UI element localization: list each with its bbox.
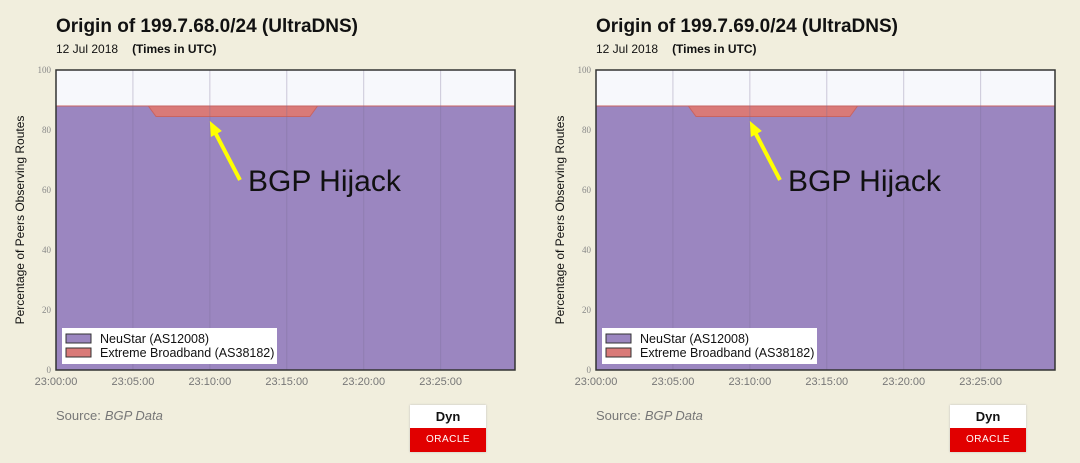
source-value: BGP Data [104,408,163,423]
y-tick-label: 20 [42,305,52,315]
area-series-1 [56,106,515,370]
x-tick-label: 23:00:00 [35,376,78,388]
x-tick-label: 23:05:00 [112,376,155,388]
y-tick-label: 60 [42,185,52,195]
x-tick-label: 23:25:00 [419,376,462,388]
logo-oracle: ORACLE [410,428,486,452]
chart-title: Origin of 199.7.68.0/24 (UltraDNS) [56,16,358,37]
source-label: Source: [56,408,101,423]
y-tick-label: 100 [578,65,592,75]
annotation-arrow-head [749,121,762,137]
legend-box [62,328,277,364]
y-tick-label: 80 [582,125,592,135]
dyn-oracle-logo: Dyn ORACLE [950,405,1026,452]
chart-panel-2: Origin of 199.7.69.0/24 (UltraDNS) 12 Ju… [540,0,1080,463]
annotation-label: BGP Hijack [248,165,402,198]
dyn-oracle-logo: Dyn ORACLE [410,405,486,452]
logo-oracle: ORACLE [950,428,1026,452]
annotation-arrow-head [209,121,222,137]
chart-date: 12 Jul 2018 [56,42,119,56]
y-tick-label: 60 [582,185,592,195]
legend-label: NeuStar (AS12008) [100,332,209,346]
chart-date: 12 Jul 2018 [596,42,659,56]
y-tick-label: 80 [42,125,52,135]
legend-box [602,328,817,364]
legend-label: NeuStar (AS12008) [640,332,749,346]
annotation-arrow-shaft [752,129,782,181]
x-tick-label: 23:15:00 [805,376,848,388]
y-tick-label: 0 [587,365,592,375]
legend-label: Extreme Broadband (AS38182) [640,346,814,360]
source-label: Source: [596,408,641,423]
time-note: (Times in UTC) [132,42,217,56]
legend-swatch [605,333,632,344]
x-tick-label: 23:10:00 [728,376,771,388]
annotation-arrow-shaft [212,129,242,181]
x-tick-label: 23:15:00 [265,376,308,388]
x-tick-label: 23:20:00 [342,376,385,388]
x-tick-label: 23:25:00 [959,376,1002,388]
plot-border [55,69,516,371]
x-tick-label: 23:10:00 [188,376,231,388]
plot-border [595,69,1056,371]
legend-swatch [65,347,92,358]
area-series-1 [596,106,1055,370]
source-note: Source: BGP Data [596,408,703,423]
logo-dyn: Dyn [950,405,1026,428]
annotation-label: BGP Hijack [788,165,942,198]
legend-swatch [605,347,632,358]
legend-swatch [65,333,92,344]
y-tick-label: 0 [47,365,52,375]
chart-panel-1: Origin of 199.7.68.0/24 (UltraDNS) 12 Ju… [13,16,516,452]
y-tick-label: 40 [42,245,52,255]
y-tick-label: 40 [582,245,592,255]
chart-svg: 23:00:00 23:05:00 23:10:00 23:15:00 23:20:00… [13,65,516,388]
logo-dyn: Dyn [410,405,486,428]
chart-title: Origin of 199.7.69.0/24 (UltraDNS) [596,16,898,37]
chart-svg: 23:00:00 23:05:00 23:10:00 23:15:00 23:20:00… [553,65,1056,388]
legend-label: Extreme Broadband (AS38182) [100,346,274,360]
x-tick-label: 23:05:00 [652,376,695,388]
area-series-2 [56,105,515,117]
time-note: (Times in UTC) [672,42,757,56]
source-value: BGP Data [644,408,703,423]
area-series-2 [596,105,1055,117]
chart-subtitle: 12 Jul 2018 (Times in UTC) [56,42,217,56]
y-axis-label: Percentage of Peers Observing Routes [13,116,27,325]
y-axis-label: Percentage of Peers Observing Routes [553,116,567,325]
chart-subtitle: 12 Jul 2018 (Times in UTC) [596,42,757,56]
x-tick-label: 23:20:00 [882,376,925,388]
x-tick-label: 23:00:00 [575,376,618,388]
source-note: Source: BGP Data [56,408,163,423]
y-tick-label: 100 [38,65,52,75]
y-tick-label: 20 [582,305,592,315]
